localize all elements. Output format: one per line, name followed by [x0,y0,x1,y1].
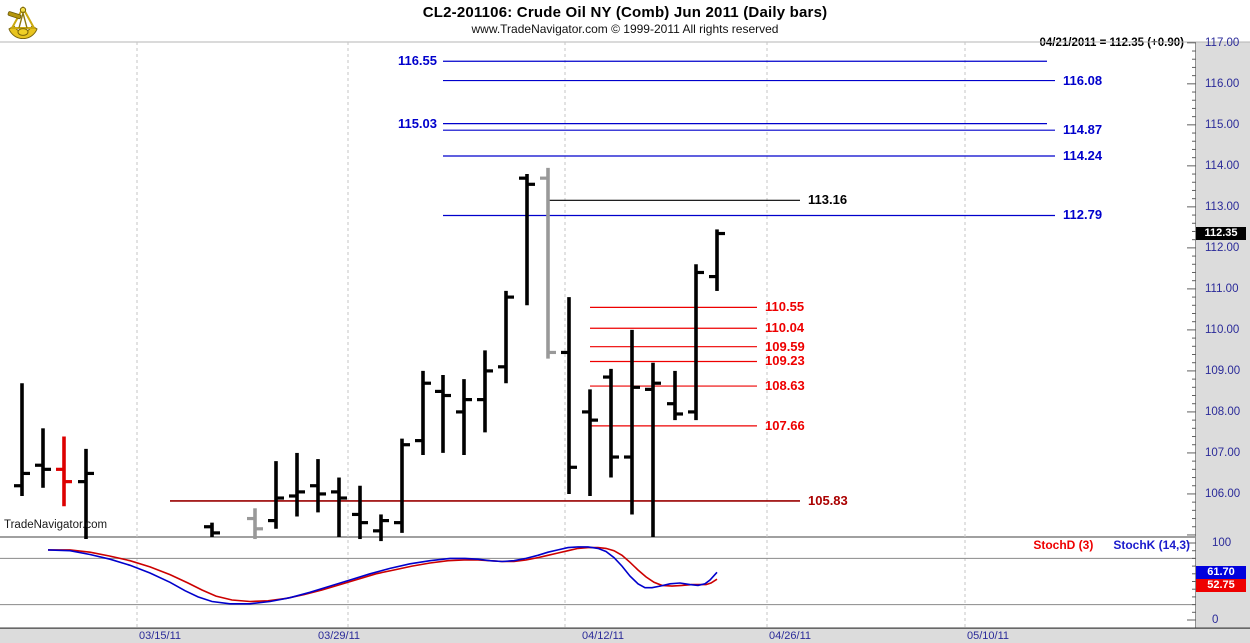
stochd-value-badge: 52.75 [1196,578,1246,592]
current-price-badge: 112.35 [1196,227,1246,241]
price-tick-label: 114.00 [1205,159,1240,172]
price-tick-label: 116.00 [1205,77,1240,90]
price-level-label: 113.16 [808,192,848,208]
price-tick-label: 107.00 [1205,446,1241,459]
date-label: 04/12/11 [582,630,625,642]
stochk-legend-label[interactable]: StochK (14,3) [1113,538,1190,552]
price-level-label: 105.83 [808,492,848,508]
stoch-tick-label: 100 [1212,537,1232,549]
price-tick-label: 108.00 [1205,405,1241,418]
price-level-label: 114.87 [1063,122,1103,138]
date-label: 03/29/11 [318,630,361,642]
chart-title: CL2-201106: Crude Oil NY (Comb) Jun 2011… [422,4,828,21]
stochk-curve [47,546,718,605]
price-level-label: 112.79 [1063,207,1103,223]
stoch-tick-label: 0 [1212,614,1219,626]
price-tick-label: 115.00 [1205,118,1240,131]
price-level-label: 110.04 [765,320,805,336]
stochd-curve [48,546,718,603]
stochk-value-badge: 61.70 [1196,565,1246,579]
price-tick-label: 113.00 [1205,200,1240,213]
date-label: 05/10/11 [967,630,1010,642]
price-level-label: 109.59 [765,338,805,354]
price-tick-label: 106.00 [1205,487,1241,500]
chart-watermark: TradeNavigator.com [4,519,108,531]
price-level-label: 109.23 [765,353,805,369]
date-label: 04/26/11 [769,630,812,642]
price-tick-label: 112.00 [1205,241,1240,254]
chart-subtitle: www.TradeNavigator.com © 1999-2011 All r… [471,22,779,36]
price-level-label: 107.66 [765,417,805,433]
price-level-label: 108.63 [765,378,805,394]
price-level-label: 115.03 [397,115,437,131]
stochd-legend-label[interactable]: StochD (3) [1033,538,1094,552]
price-level-label: 116.08 [1063,72,1103,88]
last-quote-readout: 04/21/2011 = 112.35 (+0.90) [1039,37,1184,49]
price-tick-label: 110.00 [1205,323,1240,336]
stoch-legend: StochD (3) StochK (14,3) [1033,538,1190,552]
price-tick-label: 117.00 [1205,36,1240,49]
date-label: 03/15/11 [139,630,182,642]
price-level-label: 114.24 [1063,148,1103,163]
price-axis-strip[interactable] [1195,42,1250,628]
price-tick-label: 109.00 [1205,364,1241,377]
price-level-label: 110.55 [765,299,805,315]
trade-navigator-logo-icon [7,5,38,39]
price-tick-label: 111.00 [1205,282,1239,295]
price-level-label: 116.55 [397,53,437,69]
